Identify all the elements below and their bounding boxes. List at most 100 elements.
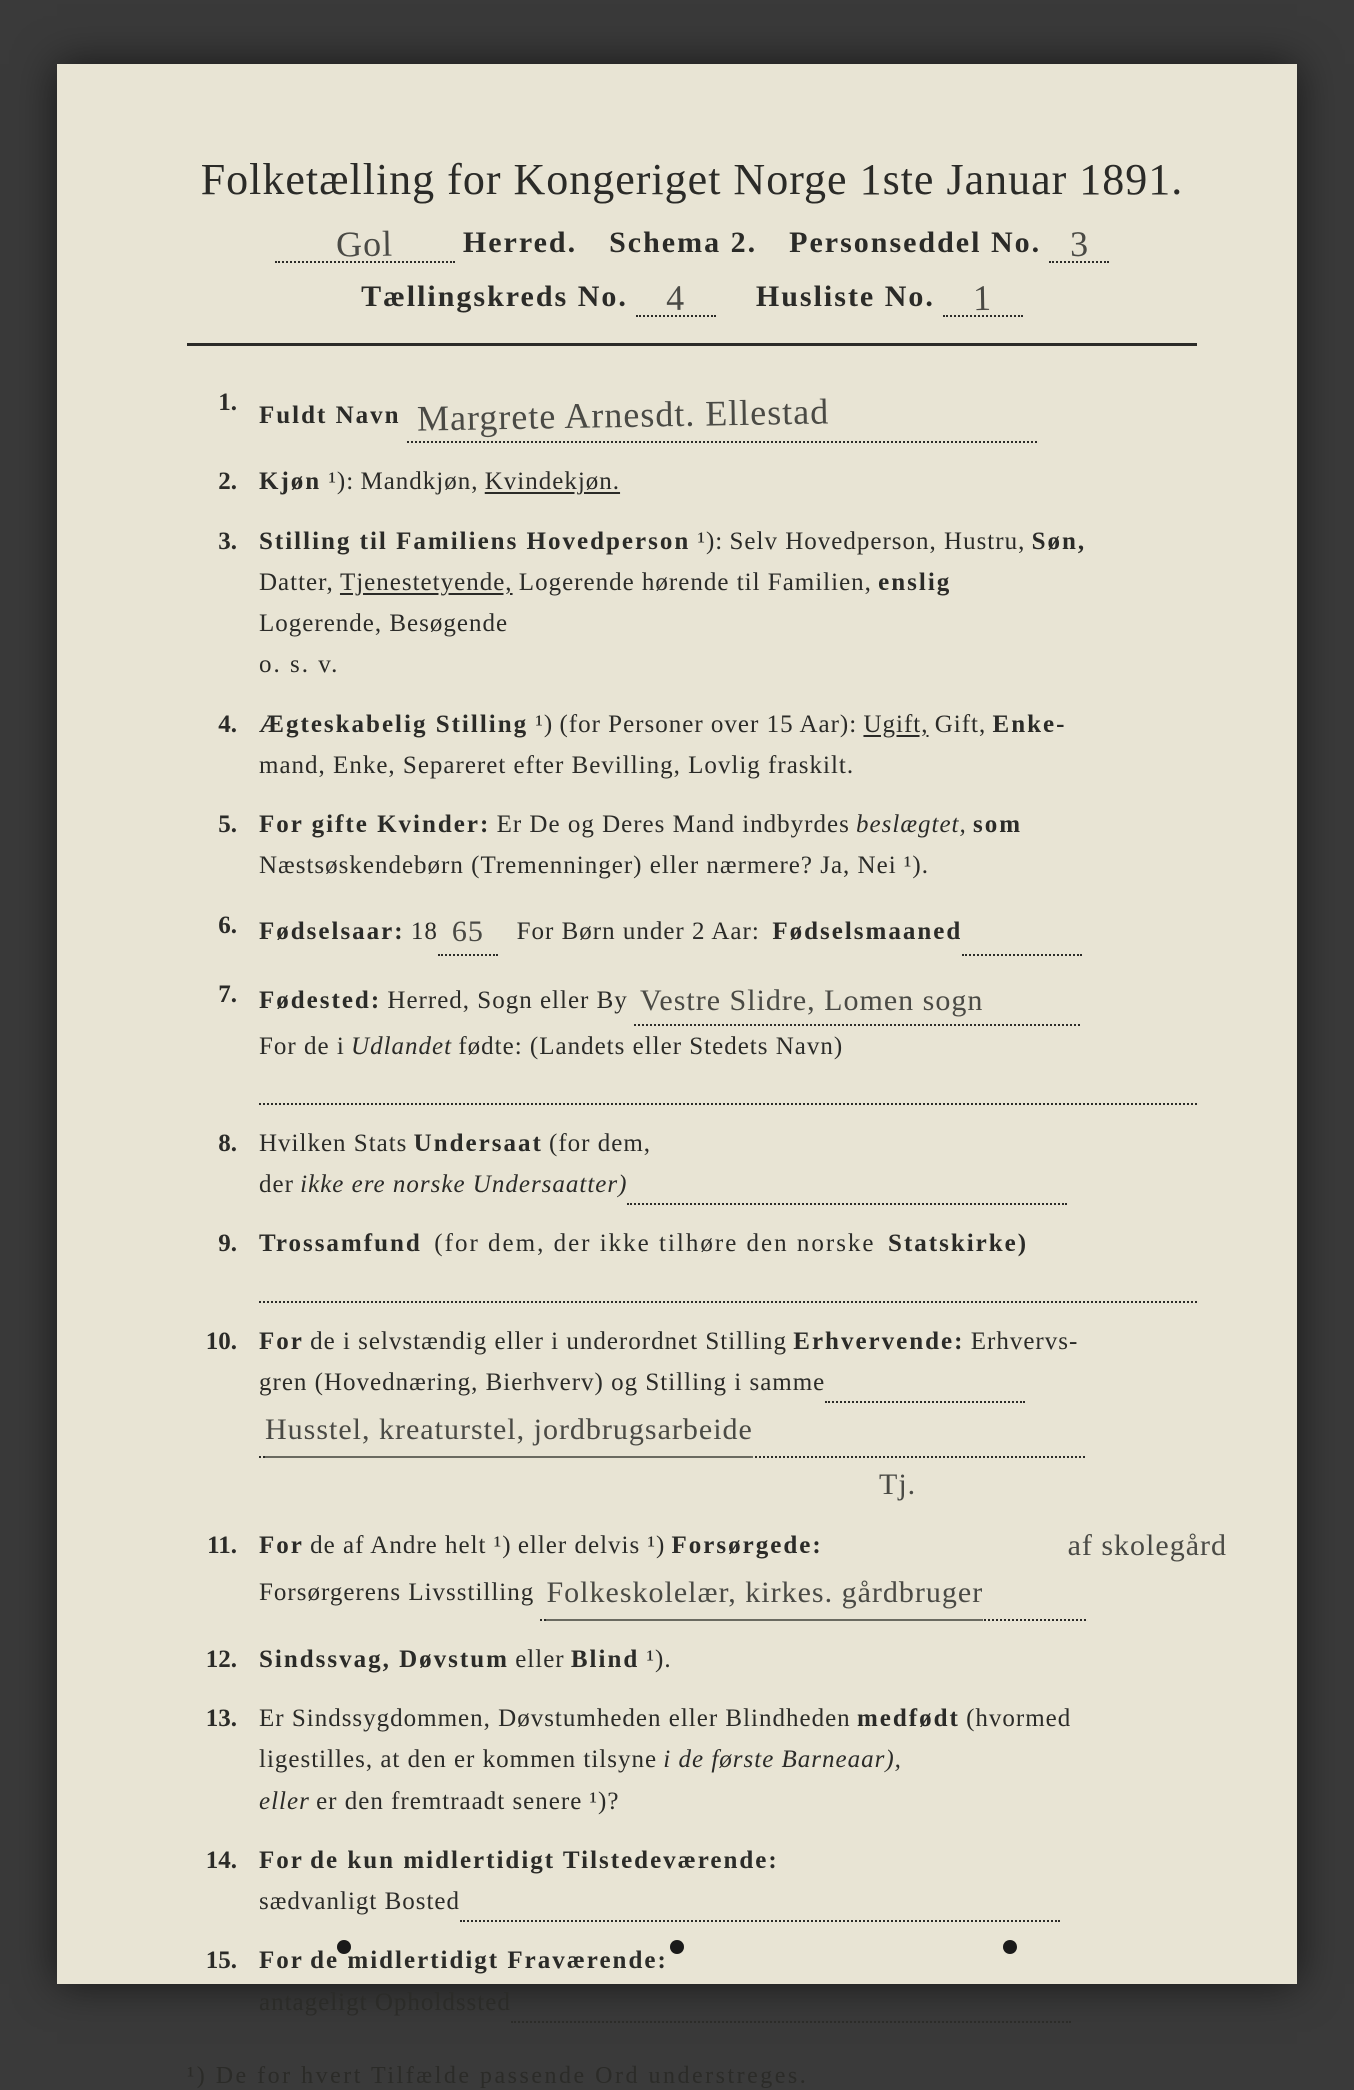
husliste-no: 1 [973, 277, 993, 319]
q1-label: Fuldt Navn [259, 402, 401, 429]
q14-blank [460, 1895, 1060, 1922]
q4: Ægteskabelig Stilling ¹) (for Personer o… [187, 704, 1197, 787]
title-line2: Gol Herred. Schema 2. Personseddel No. 3 [187, 219, 1197, 263]
binding-holes [57, 1940, 1297, 1954]
schema-label: Schema 2. [609, 226, 757, 259]
q3-line1b: Søn, [1032, 528, 1087, 555]
form-list: Fuldt Navn Margrete Arnesdt. Ellestad Kj… [187, 382, 1197, 2023]
q2-label: Kjøn [259, 468, 321, 495]
q1-field: Margrete Arnesdt. Ellestad [407, 382, 1037, 443]
personseddel-no: 3 [1069, 223, 1089, 265]
q5-t1: Er De og Deres Mand indbyrdes [497, 811, 850, 838]
q6-month-field [962, 929, 1082, 956]
q9-label: Trossamfund [259, 1230, 422, 1257]
q6-label: Fødselsaar: [259, 918, 405, 945]
q13: Er Sindssygdommen, Døvstumheden eller Bl… [187, 1698, 1197, 1822]
q3-line4: o. s. v. [259, 651, 339, 678]
q14-l2: sædvanligt Bosted [259, 1888, 460, 1915]
q5-t1i: beslægtet, [856, 811, 967, 838]
q8-text: (for dem, [549, 1130, 651, 1157]
q3-line2d: enslig [878, 569, 951, 596]
q15-l2: antageligt Opholdssted [259, 1989, 511, 2016]
q9-text: (for dem, der ikke tilhøre den norske [434, 1230, 875, 1257]
q7-field: Vestre Slidre, Lomen sogn [634, 974, 1080, 1026]
q3-line3: Logerende, Besøgende [259, 610, 508, 637]
q12-text2: Blind [571, 1646, 639, 1673]
q1-value: Margrete Arnesdt. Ellestad [416, 382, 829, 449]
q7-l2a: For de i [259, 1033, 345, 1060]
kreds-label: Tællingskreds No. [361, 280, 628, 313]
q7-l2b: fødte: (Landets eller Stedets Navn) [458, 1033, 843, 1060]
q6-year: 65 [452, 907, 484, 957]
q4-line2: mand, Enke, Separeret efter Bevilling, L… [259, 752, 854, 779]
q7-l2i: Udlandet [351, 1033, 452, 1060]
q15-blank [511, 1996, 1071, 2023]
kreds-no-field: 4 [636, 273, 716, 317]
q5: For gifte Kvinder: Er De og Deres Mand i… [187, 804, 1197, 887]
q11-value: Folkeskolelær, kirkes. gårdbruger [546, 1568, 983, 1621]
q11-l2: Forsørgerens Livsstilling [259, 1579, 534, 1606]
q6-prefix: 18 [411, 918, 438, 945]
q1: Fuldt Navn Margrete Arnesdt. Ellestad [187, 382, 1197, 443]
q8-label: Undersaat [414, 1130, 543, 1157]
q9: Trossamfund (for dem, der ikke tilhøre d… [187, 1223, 1197, 1302]
husliste-no-field: 1 [943, 273, 1023, 317]
q6-mid: For Børn under 2 Aar: [517, 918, 760, 945]
q3-line1a: Selv Hovedperson, Hustru, [730, 528, 1026, 555]
q13-l2i: i de første Barneaar), [663, 1746, 902, 1773]
q11-t2: eller delvis [518, 1532, 640, 1559]
q13-l3i: eller [259, 1788, 310, 1815]
q12-label: Sindssvag, Døvstum [259, 1646, 509, 1673]
q13-sup: ¹)? [582, 1788, 619, 1815]
herred-field: Gol [275, 219, 455, 263]
q13-l3: er den fremtraadt senere [316, 1788, 582, 1815]
title-line3: Tællingskreds No. 4 Husliste No. 1 [187, 273, 1197, 317]
q2-opt-b: Kvindekjøn. [485, 468, 620, 495]
q3-line2b: Tjenestetyende, [340, 569, 513, 596]
q11-sup1: ¹) [486, 1532, 511, 1559]
q7-text: Herred, Sogn eller By [387, 987, 627, 1014]
q11-annotation: af skolegård [1068, 1521, 1227, 1571]
q10-label: For [259, 1328, 304, 1355]
personseddel-label: Personseddel No. [789, 226, 1041, 259]
q9-blank [259, 1271, 1197, 1303]
q6-year-field: 65 [438, 905, 498, 957]
divider [187, 343, 1197, 346]
q8: Hvilken Stats Undersaat (for dem, der ik… [187, 1123, 1197, 1206]
personseddel-no-field: 3 [1049, 219, 1109, 263]
q14-label: For [259, 1847, 304, 1874]
q3-line2c: Logerende hørende til Familien, [519, 569, 872, 596]
q11-t1: de af Andre helt [310, 1532, 486, 1559]
q5-sup: ¹). [897, 852, 929, 879]
q13-t1b: medfødt [857, 1705, 960, 1732]
q5-t1e: som [973, 811, 1022, 838]
footnote: ¹) De for hvert Tilfælde passende Ord un… [187, 2063, 1197, 2090]
census-form-page: Folketælling for Kongeriget Norge 1ste J… [57, 64, 1297, 1984]
q4-sup: ¹) [528, 711, 553, 738]
q11-field: Folkeskolelær, kirkes. gårdbruger [540, 1566, 1086, 1621]
title-block: Folketælling for Kongeriget Norge 1ste J… [187, 154, 1197, 317]
q14-text: de kun midlertidigt Tilstedeværende: [310, 1847, 779, 1874]
q10-value2: Tj. [879, 1460, 916, 1510]
kreds-no: 4 [666, 277, 686, 319]
q7-value: Vestre Slidre, Lomen sogn [640, 976, 983, 1026]
q12-sup: ¹). [639, 1646, 671, 1673]
q13-t1c: (hvormed [966, 1705, 1071, 1732]
q9-end: Statskirke) [888, 1230, 1028, 1257]
q12: Sindssvag, Døvstum eller Blind ¹). [187, 1639, 1197, 1680]
q4-opt-c: Enke- [993, 711, 1067, 738]
q3-sup: ¹): [690, 528, 723, 555]
q13-l2a: ligestilles, at den er kommen tilsyne [259, 1746, 657, 1773]
q2-sup: ¹): [321, 468, 354, 495]
q11-sup2: ¹) [640, 1532, 665, 1559]
q11-t3: Forsørgede: [672, 1532, 823, 1559]
q10-t1c: Erhvervs- [971, 1328, 1079, 1355]
q7-blank [259, 1073, 1197, 1105]
q5-label: For gifte Kvinder: [259, 811, 490, 838]
q6-mid2: Fødselsmaaned [772, 918, 962, 945]
q4-opt-b: Gift, [935, 711, 987, 738]
q3-line2a: Datter, [259, 569, 334, 596]
herred-label: Herred. [463, 226, 577, 259]
q7: Fødested: Herred, Sogn eller By Vestre S… [187, 974, 1197, 1105]
q14: For de kun midlertidigt Tilstedeværende:… [187, 1840, 1197, 1923]
